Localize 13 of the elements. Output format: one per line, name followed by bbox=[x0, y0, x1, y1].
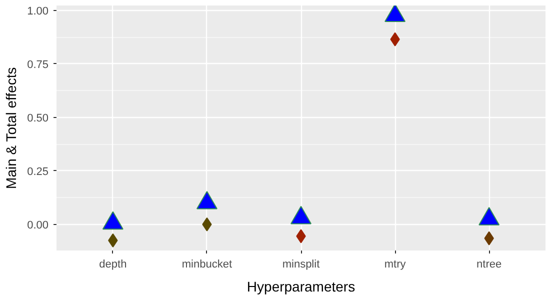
x-tick-label: mtry bbox=[384, 258, 406, 270]
y-tick-label: 0.25 bbox=[27, 166, 49, 178]
y-tick-label: 0.50 bbox=[27, 112, 49, 124]
x-tick-label: ntree bbox=[476, 258, 502, 270]
y-tick-label: 0.00 bbox=[27, 219, 49, 232]
point bbox=[384, 6, 406, 22]
x-tick-label: minsplit bbox=[282, 258, 320, 270]
x-axis-title: Hyperparameters bbox=[246, 278, 356, 294]
y-tick-label: 0.75 bbox=[27, 58, 49, 71]
y-tick-label: 1.00 bbox=[27, 5, 49, 18]
y-axis-title: Main & Total effects bbox=[3, 67, 20, 189]
x-tick-label: depth bbox=[99, 258, 127, 270]
x-tick-label: minbucket bbox=[182, 258, 232, 270]
